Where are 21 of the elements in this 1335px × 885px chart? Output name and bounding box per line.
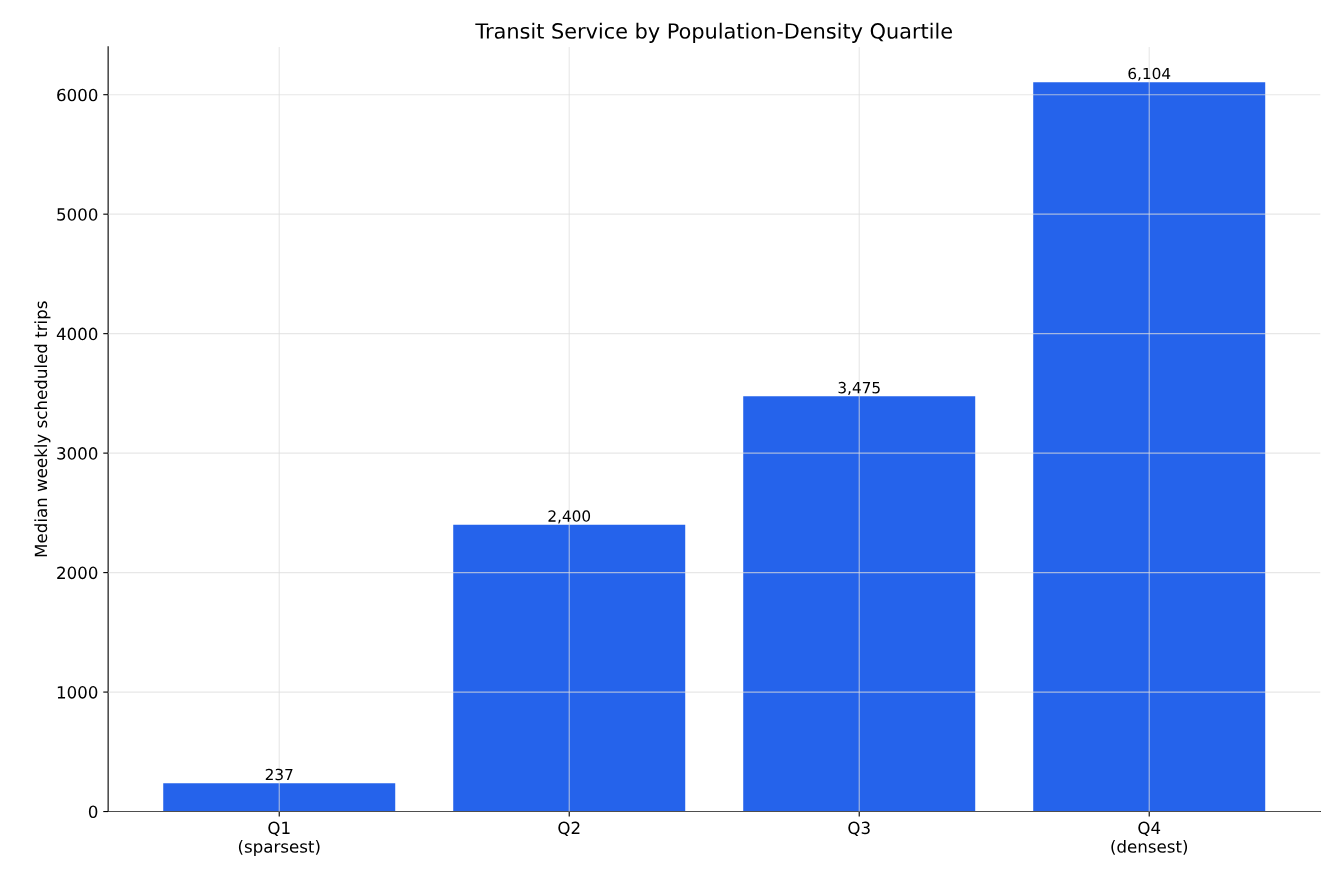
chart-title: Transit Service by Population-Density Quartile (475, 22, 952, 43)
data-label: 3,475 (838, 381, 880, 395)
bar (1033, 82, 1266, 812)
y-tick-label: 0 (88, 805, 98, 819)
x-tick-label: Q1 (sparsest) (238, 821, 320, 857)
y-axis-title: Median weekly scheduled trips (34, 301, 51, 557)
x-tick-label: Q2 (558, 821, 580, 837)
x-tick-label: Q4 (densest) (1111, 821, 1188, 855)
bar (163, 783, 396, 812)
bar (743, 396, 976, 812)
y-tick-label: 5000 (57, 208, 98, 221)
y-tick-label: 1000 (57, 686, 98, 699)
bar (453, 524, 686, 812)
y-tick-label: 4000 (56, 327, 98, 341)
x-tick-label: Q3 (848, 821, 870, 837)
y-tick-label: 6000 (57, 88, 98, 102)
data-label: 237 (265, 768, 293, 781)
y-tick-label: 3000 (57, 447, 98, 460)
data-label: 2,400 (548, 510, 591, 524)
y-tick-label: 2000 (57, 566, 98, 580)
data-label: 6,104 (1128, 67, 1171, 81)
